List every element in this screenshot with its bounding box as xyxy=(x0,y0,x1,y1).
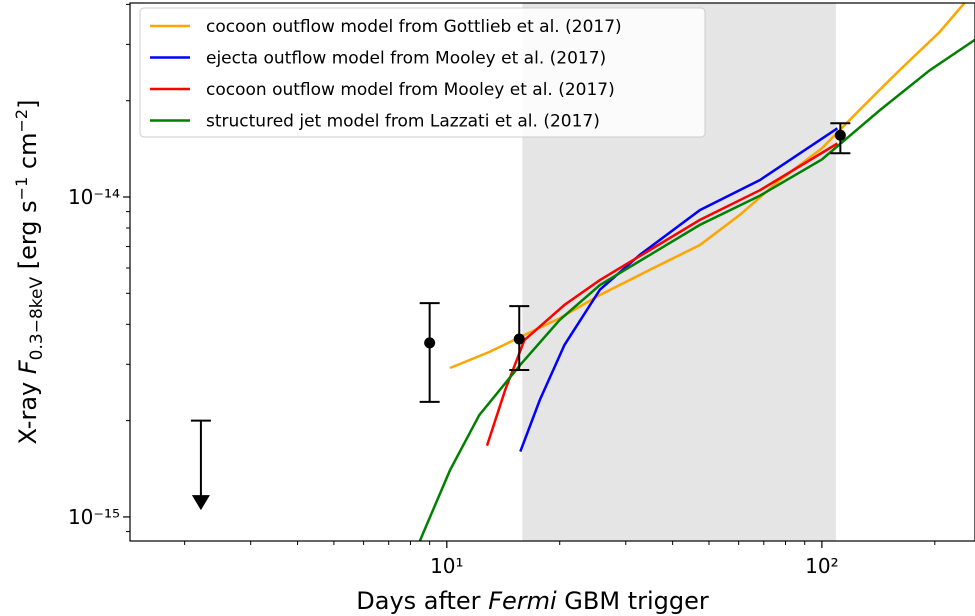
y-axis-label-part: ] xyxy=(14,100,42,109)
model-line xyxy=(449,2,966,370)
y-tick-label: 10⁻¹⁵ xyxy=(68,505,120,529)
x-tick-label: 10¹ xyxy=(430,554,463,578)
y-axis-label-part: F xyxy=(14,359,42,374)
legend-text: cocoon outflow model from Gottlieb et al… xyxy=(206,17,622,37)
x-tick-label: 10² xyxy=(805,554,838,578)
legend-box xyxy=(139,7,706,138)
data-point xyxy=(513,333,525,345)
data-point xyxy=(834,129,846,141)
model-line xyxy=(485,142,839,447)
y-tick-label: 10⁻¹⁴ xyxy=(68,185,120,209)
x-axis-label-part: Days after xyxy=(356,587,488,615)
y-axis-label-part: cm xyxy=(14,133,42,177)
legend-text: structured jet model from Lazzati et al.… xyxy=(206,112,600,132)
y-axis-label-part: X-ray xyxy=(14,374,42,444)
y-axis-label-part: −2 xyxy=(12,109,31,133)
x-axis-label: Days after Fermi GBM trigger xyxy=(356,587,709,615)
legend-text: cocoon outflow model from Mooley et al. … xyxy=(206,80,615,100)
x-axis-label-part: Fermi xyxy=(488,587,557,615)
legend-text: ejecta outflow model from Mooley et al. … xyxy=(206,49,606,69)
y-axis-label: X-ray F0.3−8keV [erg s−1 cm−2] xyxy=(12,100,47,445)
upper-limit-arrow xyxy=(191,495,210,511)
y-axis-label-part: −1 xyxy=(12,177,31,201)
axes-frame xyxy=(129,2,975,542)
y-axis-label-part: [erg s xyxy=(14,200,42,277)
data-point xyxy=(424,337,436,349)
x-axis-label-part: GBM trigger xyxy=(557,587,709,615)
model-line xyxy=(418,38,975,542)
y-axis-label-part: 0.3−8keV xyxy=(27,277,47,361)
